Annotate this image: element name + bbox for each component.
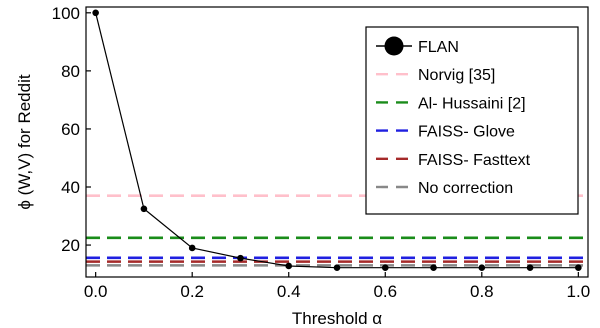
flan-data-point (478, 264, 486, 272)
legend-label-flan: FLAN (418, 39, 459, 56)
flan-data-point (92, 9, 99, 17)
flan-data-point (430, 264, 437, 272)
legend: FLAN Norvig [35] Al- Hussaini [2] FAISS- Gl… (365, 26, 579, 215)
x-axis-label: Threshold α (292, 309, 382, 328)
y-tick-label: 20 (61, 236, 80, 255)
flan-data-point (285, 262, 293, 270)
plot-marks (86, 9, 588, 272)
x-axis-ticks: 0.0 0.2 0.4 0.6 0.8 1.0 (84, 272, 590, 301)
y-axis-label: ϕ (W,V) for Reddit (15, 74, 34, 209)
legend-label-faiss-glove: FAISS- Glove (418, 124, 515, 141)
x-tick-label: 0.4 (277, 282, 301, 301)
flan-data-point (237, 254, 244, 262)
y-tick-label: 40 (61, 178, 80, 197)
y-axis-ticks: 20 40 60 80 100 (52, 4, 91, 255)
flan-data-point (526, 264, 534, 272)
y-tick-label: 60 (61, 120, 80, 139)
legend-label-al-hussaini-2: Al- Hussaini [2] (418, 95, 526, 112)
plot-frame (85, 6, 589, 278)
legend-label-norvig-35: Norvig [35] (418, 67, 495, 84)
legend-label-no-correction: No correction (418, 180, 513, 197)
flan-data-point (333, 264, 341, 272)
x-tick-label: 0.0 (84, 282, 108, 301)
y-tick-label: 100 (52, 4, 80, 23)
flan-data-point (381, 264, 389, 272)
legend-box (365, 26, 579, 215)
flan-data-point (188, 244, 196, 252)
x-tick-label: 0.6 (373, 282, 397, 301)
y-tick-label: 80 (61, 62, 80, 81)
x-tick-label: 0.8 (470, 282, 494, 301)
x-tick-label: 0.2 (180, 282, 204, 301)
legend-label-faiss-fasttext: FAISS- Fasttext (418, 152, 531, 169)
flan-data-point (140, 205, 148, 213)
flan-data-point (575, 264, 582, 272)
legend-marker-flan (384, 36, 404, 56)
x-tick-label: 1.0 (567, 282, 591, 301)
